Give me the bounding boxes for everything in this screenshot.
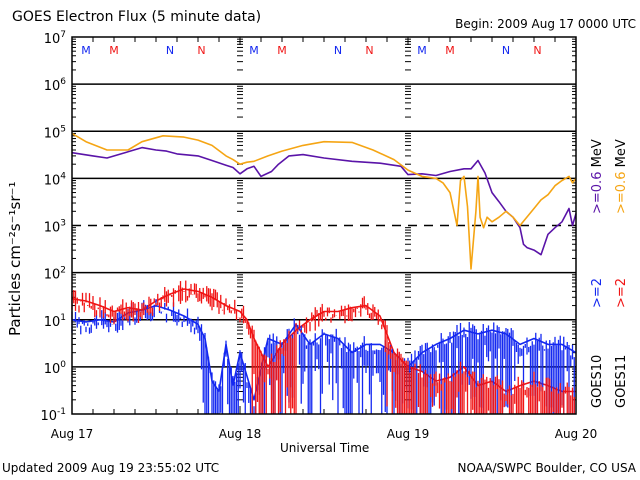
- y-tick-label: 10-1: [40, 407, 66, 424]
- x-axis-label: Universal Time: [280, 441, 370, 455]
- local-time-marker: M: [445, 44, 455, 57]
- local-time-marker: M: [277, 44, 287, 57]
- plot-frame: [71, 36, 577, 415]
- source-credit: NOAA/SWPC Boulder, CO USA: [457, 461, 636, 475]
- legend-goes11-2: >=2: [614, 277, 629, 308]
- local-time-marker: N: [502, 44, 510, 57]
- series-line: [71, 132, 577, 270]
- chart-title: GOES Electron Flux (5 minute data): [12, 9, 262, 25]
- legend-goes11-06: >=0.6 MeV: [614, 139, 629, 214]
- y-tick-label: 103: [44, 219, 66, 236]
- local-time-marker: N: [533, 44, 541, 57]
- y-tick-label: 101: [44, 313, 66, 330]
- series-line: [71, 146, 577, 256]
- local-time-marker: M: [417, 44, 427, 57]
- local-time-marker: M: [81, 44, 91, 57]
- legend-goes10-06-label: >=0.6: [590, 171, 605, 214]
- x-tick-label: Aug 20: [555, 427, 598, 441]
- legend-mev-1: MeV: [590, 139, 605, 168]
- begin-time: Begin: 2009 Aug 17 0000 UTC: [455, 17, 636, 31]
- updated-time: Updated 2009 Aug 19 23:55:02 UTC: [2, 461, 220, 475]
- y-tick-label: 107: [44, 30, 66, 47]
- legend-goes11: GOES11: [614, 354, 629, 408]
- x-tick-label: Aug 17: [51, 427, 94, 441]
- local-time-marker: M: [109, 44, 119, 57]
- legend-mev-2: MeV: [614, 139, 629, 168]
- y-tick-label: 102: [44, 266, 66, 283]
- legend-goes10-2: >=2: [590, 277, 605, 308]
- x-tick-label: Aug 19: [387, 427, 430, 441]
- y-tick-label: 105: [44, 124, 66, 141]
- local-time-marker: N: [334, 44, 342, 57]
- x-tick-label: Aug 18: [219, 427, 262, 441]
- y-tick-label: 106: [44, 77, 67, 94]
- y-tick-label: 104: [44, 171, 67, 188]
- legend-goes10: GOES10: [590, 354, 605, 408]
- legend-goes11-06-label: >=0.6: [614, 171, 629, 214]
- local-time-marker: N: [166, 44, 174, 57]
- y-tick-label: 100: [44, 360, 67, 377]
- local-time-marker: N: [197, 44, 205, 57]
- local-time-marker: N: [365, 44, 373, 57]
- local-time-marker: M: [249, 44, 259, 57]
- legend-goes10-06: >=0.6 MeV: [590, 139, 605, 214]
